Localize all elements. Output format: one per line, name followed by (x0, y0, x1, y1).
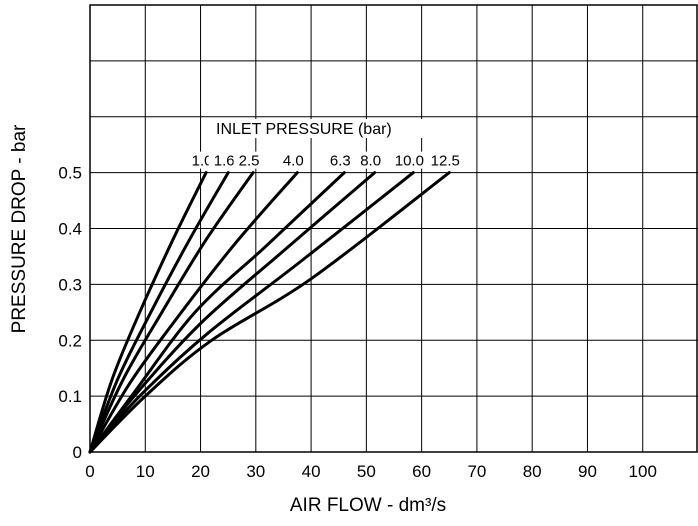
y-axis-title: PRESSURE DROP - bar (9, 124, 30, 333)
label-layer: 1.0 1.6 2.5 4.0 6.3 8.0 10.0 12.5 (186, 151, 466, 170)
series-line-4.0 (88, 171, 299, 454)
series-label-6.3: 6.3 (330, 153, 351, 170)
x-tick-label: 100 (629, 462, 657, 481)
series-line-2.5 (88, 171, 255, 454)
series-label-bg (277, 151, 309, 169)
x-tick-label: 0 (85, 462, 94, 481)
series-label-bg (208, 151, 240, 169)
series-label-2.5: 2.5 (239, 153, 260, 170)
series-label-bg (355, 151, 387, 169)
tick-layer: 0 10 20 30 40 50 60 70 80 90 100 0 0.1 0.2 0.3 0.4 0.5 (58, 164, 657, 481)
y-tick-label: 0.1 (58, 387, 82, 406)
x-tick-label: 80 (523, 462, 542, 481)
x-tick-label: 70 (467, 462, 486, 481)
x-tick-label: 60 (412, 462, 431, 481)
series-label-4.0: 4.0 (283, 153, 304, 170)
series-label-bg (324, 151, 356, 169)
series-label-bg (389, 151, 430, 169)
x-tick-label: 30 (246, 462, 265, 481)
series-label-8.0: 8.0 (360, 153, 381, 170)
series-line-8.0 (88, 171, 377, 454)
x-axis-title: AIR FLOW - dm³/s (290, 495, 446, 516)
legend-title: INLET PRESSURE (bar) (216, 121, 392, 138)
series-line-12.5 (88, 171, 451, 454)
x-tick-label: 40 (302, 462, 321, 481)
x-tick-label: 10 (136, 462, 155, 481)
series-label-bg (233, 151, 265, 169)
grid-layer (89, 4, 698, 453)
legend-title-bg (212, 119, 434, 138)
series-label-bg (425, 151, 466, 169)
series-layer (88, 171, 451, 454)
series-label-1.0: 1.0 (192, 153, 213, 170)
y-tick-label: 0 (73, 443, 82, 462)
series-line-1.0 (88, 171, 208, 454)
y-tick-label: 0.2 (58, 331, 82, 350)
y-tick-label: 0.4 (58, 220, 82, 239)
x-tick-label: 90 (578, 462, 597, 481)
series-line-10.0 (88, 171, 415, 454)
x-tick-label: 20 (191, 462, 210, 481)
y-tick-label: 0.3 (58, 275, 82, 294)
y-tick-label: 0.5 (58, 164, 82, 183)
x-tick-label: 50 (357, 462, 376, 481)
series-label-10.0: 10.0 (395, 153, 424, 170)
series-label-12.5: 12.5 (431, 153, 460, 170)
series-line-1.6 (88, 171, 230, 454)
series-label-1.6: 1.6 (214, 153, 235, 170)
